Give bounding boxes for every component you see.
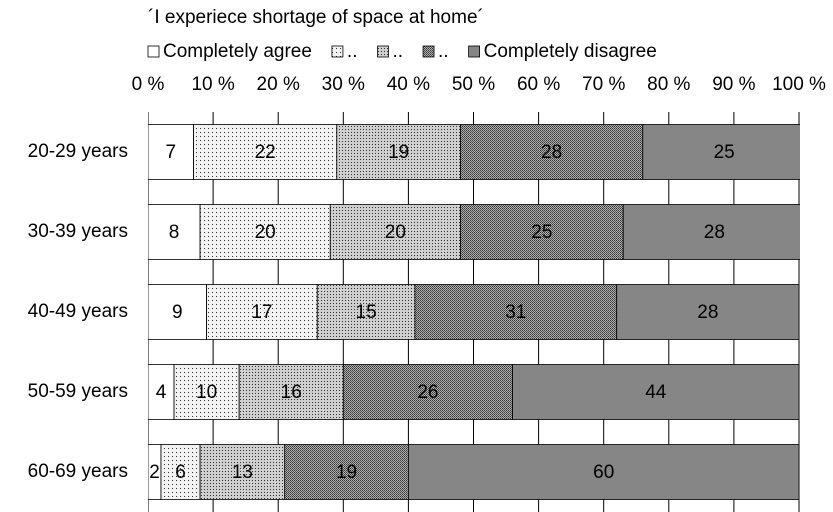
data-label: 28	[541, 142, 562, 163]
data-label: 19	[388, 142, 409, 163]
x-tick-label: 0 %	[132, 74, 165, 95]
data-label: 7	[165, 142, 176, 163]
data-label: 6	[175, 462, 186, 483]
y-tick-label: 60-69 years	[28, 461, 128, 482]
data-label: 20	[385, 222, 406, 243]
bar-segment	[512, 364, 800, 420]
data-label: 44	[645, 382, 667, 403]
x-tick-label: 90 %	[712, 74, 755, 95]
data-label: 60	[593, 462, 614, 483]
data-label: 9	[172, 302, 183, 323]
data-label: 25	[714, 142, 735, 163]
bar-segment	[642, 124, 800, 180]
x-tick-label: 100 %	[772, 74, 826, 95]
legend-swatch	[468, 45, 481, 58]
data-label: 4	[156, 382, 167, 403]
data-label: 8	[169, 222, 180, 243]
bar-segment	[206, 284, 318, 340]
x-tick-label: 40 %	[387, 74, 430, 95]
data-label: 31	[505, 302, 526, 323]
bar-segment	[329, 204, 461, 260]
data-label: 10	[196, 382, 217, 403]
data-label: 25	[531, 222, 552, 243]
legend-swatch	[147, 45, 160, 58]
bar-segment	[173, 364, 240, 420]
legend-swatch	[422, 45, 435, 58]
bar-segment	[199, 444, 286, 500]
legend-label: ..	[347, 41, 358, 62]
bar-segment	[148, 284, 207, 340]
bar-segment	[616, 284, 800, 340]
legend-swatch	[331, 45, 344, 58]
legend-label: Completely disagree	[484, 41, 657, 62]
data-label: 16	[281, 382, 302, 403]
data-label: 26	[417, 382, 438, 403]
y-tick-label: 40-49 years	[28, 301, 128, 322]
data-label: 15	[356, 302, 377, 323]
x-tick-label: 80 %	[647, 74, 690, 95]
bar-segment	[460, 124, 644, 180]
data-label: 22	[255, 142, 276, 163]
bar-segment	[238, 364, 344, 420]
bar-segment	[342, 364, 513, 420]
x-tick-label: 10 %	[191, 74, 234, 95]
x-tick-label: 70 %	[582, 74, 625, 95]
bar-segment	[148, 364, 175, 420]
x-tick-label: 20 %	[257, 74, 300, 95]
legend-swatch	[377, 45, 389, 58]
data-label: 28	[704, 222, 725, 243]
data-label: 19	[336, 462, 357, 483]
data-label: 13	[232, 462, 253, 483]
y-tick-label: 50-59 years	[28, 381, 128, 402]
y-tick-label: 30-39 years	[28, 221, 128, 242]
data-label: 2	[149, 462, 160, 483]
data-label: 20	[255, 222, 276, 243]
data-label: 28	[697, 302, 718, 323]
chart-title: ´I experiece shortage of space at home´	[148, 7, 484, 28]
bar-segment	[460, 204, 624, 260]
bar-segment	[148, 204, 201, 260]
x-tick-label: 50 %	[452, 74, 495, 95]
legend-label: ..	[392, 41, 403, 62]
legend-label: Completely agree	[163, 41, 312, 62]
bar-segment	[407, 444, 800, 500]
y-tick-label: 20-29 years	[28, 141, 128, 162]
bar-segment	[316, 284, 416, 340]
x-tick-label: 30 %	[322, 74, 365, 95]
x-tick-label: 60 %	[517, 74, 560, 95]
legend-label: ..	[438, 41, 449, 62]
bar-segment	[622, 204, 800, 260]
data-label: 17	[251, 302, 272, 323]
bar-segment	[199, 204, 331, 260]
bar-segment	[160, 444, 201, 500]
plot-area: 7 22 19 28 25 8 20 20 25 28 9 17 15 31 28 4 10 16 26 44 2 6 13…	[148, 112, 800, 512]
bar-segment	[148, 124, 194, 180]
